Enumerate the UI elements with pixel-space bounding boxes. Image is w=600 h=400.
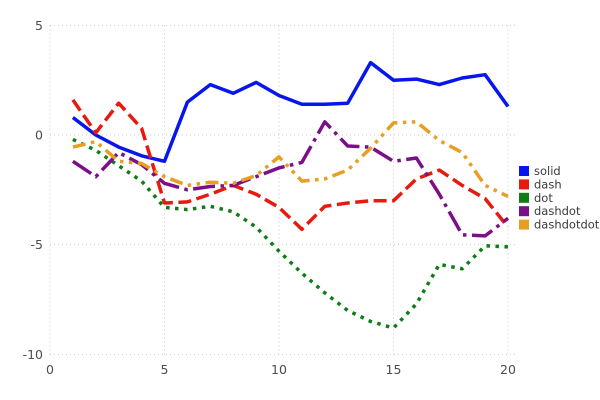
y-tick-label: -5 — [31, 237, 43, 252]
legend-label: dashdot — [534, 204, 581, 218]
legend-color-chip — [519, 166, 529, 176]
gridlines — [49, 24, 516, 355]
legend-label: solid — [534, 164, 561, 178]
tick-labels: 50-5-100 5 10 15 20 — [23, 18, 516, 377]
x-tick-label: 5 — [161, 362, 169, 377]
series-line-dot — [72, 137, 509, 330]
legend-color-chip — [519, 219, 529, 230]
legend-item-dot: dot — [519, 191, 553, 205]
y-tick-label: 5 — [35, 18, 43, 33]
series-line-solid — [71, 60, 510, 164]
x-tick-label: 10 — [271, 362, 287, 377]
legend-item-dashdot: dashdot — [519, 204, 581, 218]
y-tick-label: 0 — [35, 128, 43, 143]
series-lines — [71, 60, 510, 330]
x-tick-label: 15 — [386, 362, 402, 377]
legend-color-chip — [519, 206, 529, 217]
legend-item-dash: dash — [519, 177, 562, 191]
x-tick-label: 0 — [46, 362, 54, 377]
legend-item-dashdotdot: dashdotdot — [519, 218, 600, 232]
legend-color-chip — [519, 179, 529, 190]
legend-color-chip — [519, 192, 529, 203]
legend-label: dot — [534, 191, 553, 205]
x-tick-label: 20 — [500, 362, 516, 377]
legend-label: dash — [534, 177, 562, 191]
legend-item-solid: solid — [519, 164, 561, 178]
y-tick-label: -10 — [23, 347, 43, 362]
legend-label: dashdotdot — [534, 218, 600, 232]
series-line-dashdotdot — [72, 120, 509, 198]
